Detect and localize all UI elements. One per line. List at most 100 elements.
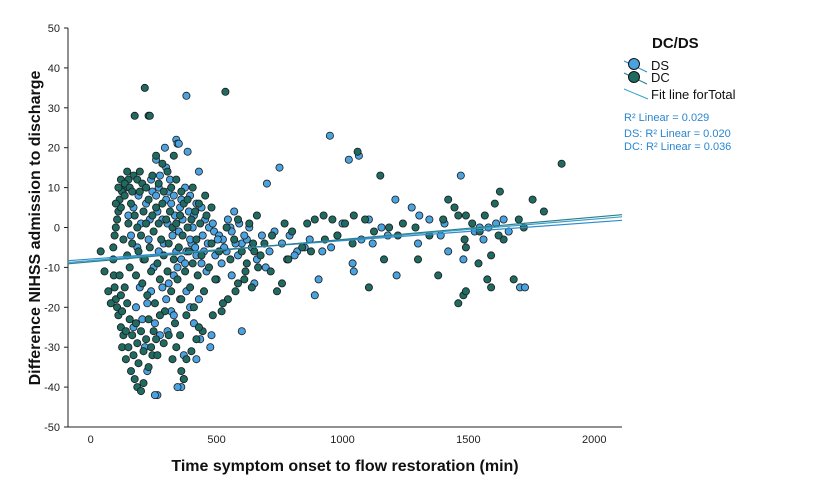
point-dc <box>172 219 181 228</box>
legend-ds-marker <box>628 58 640 70</box>
legend-dc-marker <box>628 71 640 83</box>
point-dc <box>116 291 125 300</box>
point-ds <box>310 291 319 300</box>
point-dc <box>153 259 162 268</box>
point-dc <box>125 263 134 272</box>
point-ds <box>392 271 401 280</box>
point-ds <box>155 171 164 180</box>
point-ds <box>314 275 323 284</box>
point-dc <box>158 199 167 208</box>
point-dc <box>129 351 138 360</box>
point-dc <box>106 299 115 308</box>
point-dc <box>539 207 548 216</box>
point-dc <box>201 191 210 200</box>
point-dc <box>152 151 161 160</box>
point-ds <box>377 223 386 232</box>
point-dc <box>154 219 163 228</box>
point-ds <box>152 191 161 200</box>
point-dc <box>254 263 263 272</box>
point-dc <box>369 227 378 236</box>
point-dc <box>233 215 242 224</box>
point-dc <box>179 375 188 384</box>
point-dc <box>158 159 167 168</box>
point-ds <box>290 251 299 260</box>
point-dc <box>450 203 459 212</box>
point-dc <box>306 247 315 256</box>
point-ds <box>194 295 203 304</box>
point-ds <box>174 139 183 148</box>
point-dc <box>231 287 240 296</box>
point-dc <box>376 171 385 180</box>
point-ds <box>167 199 176 208</box>
point-dc <box>461 287 470 296</box>
point-dc <box>557 159 566 168</box>
point-dc <box>120 191 129 200</box>
point-dc <box>128 239 137 248</box>
point-dc <box>150 299 159 308</box>
point-dc <box>136 231 145 240</box>
y-tick-label: -20 <box>44 302 60 314</box>
point-dc <box>439 215 448 224</box>
point-dc <box>114 183 123 192</box>
point-dc <box>155 275 164 284</box>
point-dc <box>460 235 469 244</box>
point-dc <box>183 223 192 232</box>
point-dc <box>514 215 523 224</box>
point-dc <box>152 335 161 344</box>
point-dc <box>333 231 342 240</box>
point-dc <box>100 267 109 276</box>
point-dc <box>145 111 154 120</box>
point-dc <box>444 195 453 204</box>
point-dc <box>139 379 148 388</box>
point-dc <box>182 355 191 364</box>
point-ds <box>444 247 453 256</box>
point-dc <box>461 243 470 252</box>
point-dc <box>143 291 152 300</box>
point-ds <box>144 235 153 244</box>
point-dc <box>217 307 226 316</box>
point-dc <box>147 267 156 276</box>
point-dc <box>130 111 139 120</box>
point-dc <box>204 263 213 272</box>
point-dc <box>240 275 249 284</box>
point-dc <box>169 151 178 160</box>
point-dc <box>157 235 166 244</box>
point-dc <box>434 271 443 280</box>
point-dc <box>353 147 362 156</box>
r2-ds-label: DS: R² Linear = 0.020 <box>624 128 731 140</box>
point-ds <box>160 143 169 152</box>
point-ds <box>415 211 424 220</box>
point-dc <box>120 283 129 292</box>
point-dc <box>364 283 373 292</box>
point-dc <box>487 251 496 260</box>
point-ds <box>265 247 274 256</box>
point-dc <box>199 287 208 296</box>
point-dc <box>165 207 174 216</box>
point-dc <box>172 175 181 184</box>
point-dc <box>167 287 176 296</box>
point-dc <box>250 247 259 256</box>
point-ds <box>368 239 377 248</box>
point-dc <box>125 315 134 324</box>
point-dc <box>247 283 256 292</box>
x-tick-label: 2000 <box>582 434 606 446</box>
y-tick-label: -30 <box>44 342 60 354</box>
point-dc <box>153 351 162 360</box>
point-dc <box>178 231 187 240</box>
legend-fit-line <box>623 88 649 100</box>
point-dc <box>182 311 191 320</box>
fit-line-ds <box>67 219 623 262</box>
point-ds <box>327 243 336 252</box>
point-dc <box>128 187 137 196</box>
point-ds <box>192 355 201 364</box>
point-dc <box>340 219 349 228</box>
point-dc <box>168 355 177 364</box>
point-dc <box>115 271 124 280</box>
fit-lines <box>67 214 623 265</box>
point-dc <box>474 259 483 268</box>
point-ds <box>425 215 434 224</box>
point-ds <box>197 259 206 268</box>
point-dc <box>454 299 463 308</box>
point-dc <box>298 243 307 252</box>
